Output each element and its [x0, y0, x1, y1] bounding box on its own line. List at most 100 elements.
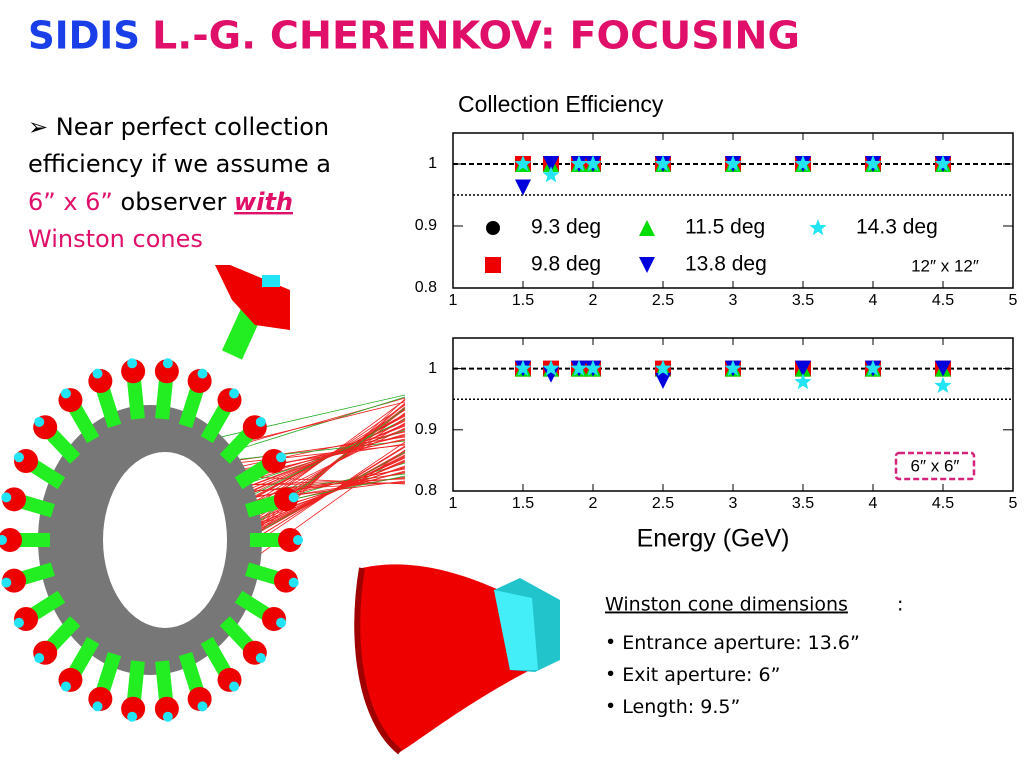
dimension-item: • Exit aperture: 6” [605, 664, 780, 686]
pmt-cone [0, 528, 22, 552]
cone-exit-face [494, 590, 538, 670]
bullet-emphasis: with [234, 188, 293, 216]
pmt-face [127, 358, 138, 369]
marker-star [864, 359, 882, 376]
pmt-face [60, 388, 71, 399]
bullet-tail: Winston cones [28, 225, 203, 253]
pmt-face [255, 653, 266, 664]
x-tick-label: 1 [449, 495, 458, 512]
x-tick-label: 5 [1009, 495, 1018, 512]
pmt-face [13, 617, 24, 628]
marker-square [485, 257, 501, 273]
legend-label: 13.8 deg [685, 253, 767, 276]
dimensions: Winston cone dimensions : • Entrance ape… [605, 594, 903, 718]
title-red: L.-G. CHERENKOV: FOCUSING [152, 14, 800, 58]
pmt-face [162, 711, 173, 722]
x-tick-label: 1.5 [512, 495, 534, 512]
pmt-face [288, 492, 299, 503]
x-tick-label: 1 [449, 292, 458, 309]
detector-illustration [0, 265, 406, 722]
cone-illustration [354, 564, 560, 755]
y-tick-label: 0.9 [415, 217, 437, 234]
y-tick-label: 0.8 [415, 482, 437, 499]
pmt-face [229, 388, 240, 399]
x-tick-label: 4.5 [932, 495, 954, 512]
annotation-box [894, 451, 976, 481]
pmt-face [276, 617, 287, 628]
pmt-face [197, 368, 208, 379]
pmt-cone [215, 265, 290, 330]
x-tick-label: 4 [869, 292, 878, 309]
marker-star [934, 376, 952, 393]
marker-star [724, 359, 742, 376]
marker-star [514, 155, 532, 172]
pmt-cone [121, 696, 146, 721]
pmt-face [288, 577, 299, 588]
marker-star [584, 155, 602, 172]
bullet-arrow: ➢ [28, 113, 56, 141]
pmt-cone [278, 528, 302, 552]
pmt-face [0, 535, 7, 545]
marker-star [934, 155, 952, 172]
annotation: 12″ x 12″ [911, 256, 979, 275]
pmt-face [262, 275, 280, 287]
annotation: 6″ x 6″ [911, 456, 960, 475]
x-tick-label: 3 [729, 495, 738, 512]
dimensions-heading: Winston cone dimensions [605, 594, 848, 616]
marker-star [864, 155, 882, 172]
x-tick-label: 4.5 [932, 292, 954, 309]
dimension-text: Exit aperture: 6” [622, 664, 780, 686]
marker-star [654, 359, 672, 376]
dimension-text: Entrance aperture: 13.6” [622, 632, 860, 654]
y-tick-label: 1 [428, 360, 437, 377]
marker-star [809, 219, 827, 236]
x-axis-label: Energy (GeV) [637, 525, 790, 553]
pmt-face [197, 701, 208, 712]
pmt-face [60, 681, 71, 692]
chart-title: Collection Efficiency [458, 91, 664, 117]
bullet-text2: observer [121, 188, 227, 216]
pmt-face [162, 358, 173, 369]
cone-body [355, 564, 540, 752]
x-tick-label: 4 [869, 495, 878, 512]
bullet-text: efficiency if we assume a [28, 150, 331, 178]
pmt-cone [154, 696, 179, 721]
ring-hole [103, 452, 227, 628]
x-tick-label: 2.5 [652, 292, 674, 309]
legend-label: 14.3 deg [856, 216, 938, 239]
dimension-item: • Length: 9.5” [605, 696, 740, 718]
marker-triangle-down [655, 372, 671, 389]
title-blue: SIDIS [28, 14, 140, 58]
pmt-face [255, 416, 266, 427]
bullet: ➢ Near perfect collection efficiency if … [28, 113, 331, 253]
marker-star [542, 359, 560, 376]
colon: : [897, 594, 903, 616]
marker-star [542, 166, 560, 183]
pmt-face [34, 416, 45, 427]
y-tick-label: 0.9 [415, 421, 437, 438]
x-tick-label: 2.5 [652, 495, 674, 512]
legend-label: 9.8 deg [531, 253, 601, 276]
marker-triangle-down [543, 156, 559, 172]
pmt-cone [121, 359, 146, 384]
x-tick-label: 3.5 [792, 292, 814, 309]
legend-label: 9.3 deg [531, 216, 601, 239]
cone-shade [354, 567, 402, 755]
pmt-face [127, 711, 138, 722]
dimension-item: • Entrance aperture: 13.6” [605, 632, 860, 654]
bullet-line: 6” x 6” observer with [28, 188, 293, 216]
x-tick-label: 2 [589, 495, 598, 512]
marker-triangle-down [935, 360, 951, 377]
pmt-cone [154, 359, 179, 384]
marker-star [794, 373, 812, 390]
x-tick-label: 2 [589, 292, 598, 309]
y-tick-label: 0.8 [415, 279, 437, 296]
y-tick-label: 1 [428, 155, 437, 172]
pmt-face [92, 368, 103, 379]
marker-triangle-down [515, 179, 531, 196]
legend-label: 11.5 deg [685, 216, 765, 239]
marker-star [724, 155, 742, 172]
pmt-face [92, 701, 103, 712]
marker-star [584, 359, 602, 376]
